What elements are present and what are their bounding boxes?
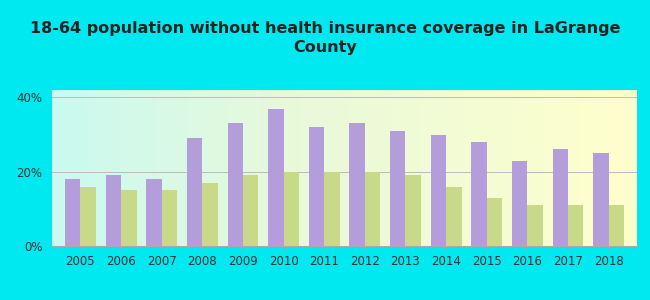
Bar <box>390 131 406 246</box>
Bar <box>431 135 446 246</box>
Bar <box>243 176 259 246</box>
Bar <box>608 205 624 246</box>
Bar <box>81 187 96 246</box>
Bar <box>471 142 487 246</box>
Bar <box>487 198 502 246</box>
Bar <box>121 190 136 246</box>
Bar <box>187 138 202 246</box>
Bar <box>105 176 121 246</box>
Bar <box>283 172 299 246</box>
Text: 18-64 population without health insurance coverage in LaGrange
County: 18-64 population without health insuranc… <box>30 21 620 55</box>
Bar <box>202 183 218 246</box>
Bar <box>268 109 283 246</box>
Bar <box>593 153 608 246</box>
Bar <box>146 179 162 246</box>
Bar <box>65 179 81 246</box>
Bar <box>446 187 462 246</box>
Bar <box>552 149 568 246</box>
Bar <box>568 205 584 246</box>
Bar <box>162 190 177 246</box>
Bar <box>309 127 324 246</box>
Bar <box>227 123 243 246</box>
Bar <box>324 172 339 246</box>
Bar <box>512 160 527 246</box>
Bar <box>349 123 365 246</box>
Bar <box>365 172 380 246</box>
Bar <box>527 205 543 246</box>
Bar <box>406 176 421 246</box>
